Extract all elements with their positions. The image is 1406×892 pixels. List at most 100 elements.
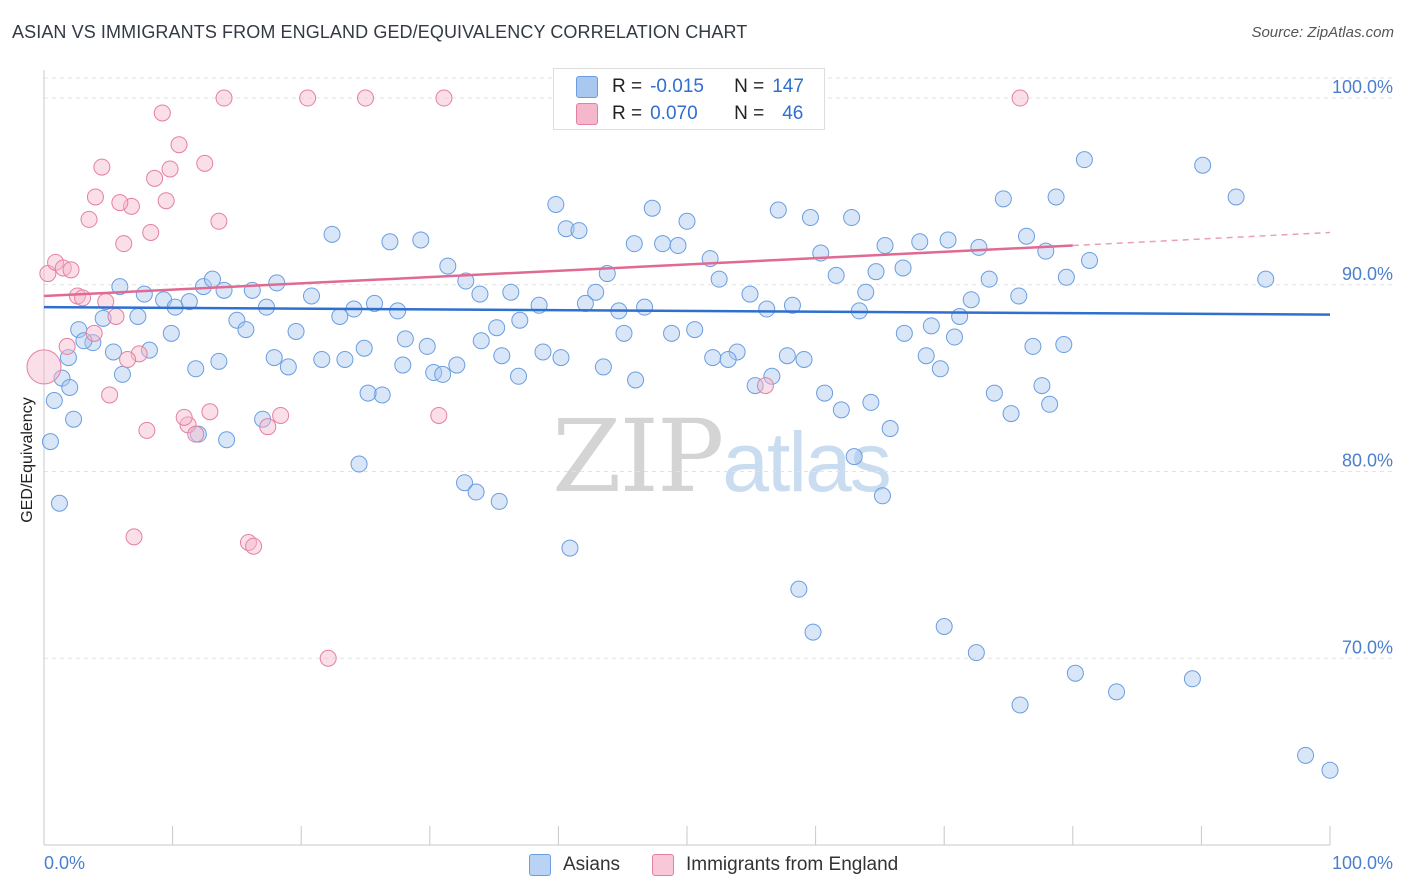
point-asians <box>434 365 452 383</box>
point-asians <box>389 302 407 320</box>
trendline-asians <box>43 305 1331 316</box>
point-asians <box>643 199 661 217</box>
point-england <box>62 261 80 279</box>
point-asians <box>1183 670 1201 688</box>
y-tick-label: 90.0% <box>1342 264 1393 284</box>
point-asians <box>881 420 899 438</box>
bottom-legend-label-england: Immigrants from England <box>686 854 899 875</box>
trendline-england <box>43 244 1073 298</box>
y-tick-label: 80.0% <box>1342 451 1393 471</box>
point-asians <box>832 401 850 419</box>
point-asians <box>510 367 528 385</box>
point-asians <box>561 539 579 557</box>
point-england <box>111 194 129 212</box>
point-asians <box>359 384 377 402</box>
legend-r-value-asians: -0.015 <box>650 76 704 97</box>
point-asians <box>471 285 489 303</box>
point-asians <box>279 358 297 376</box>
point-asians <box>790 580 808 598</box>
point-asians <box>894 259 912 277</box>
point-england <box>142 223 160 241</box>
bottom-legend-england[interactable]: Immigrants from England <box>652 853 898 877</box>
point-asians <box>187 360 205 378</box>
point-asians <box>801 209 819 227</box>
point-england <box>146 169 164 187</box>
point-asians <box>758 300 776 318</box>
point-asians <box>1075 151 1093 169</box>
point-asians <box>1227 188 1245 206</box>
point-asians <box>763 367 781 385</box>
point-asians <box>1055 336 1073 354</box>
point-asians <box>394 356 412 374</box>
point-asians <box>472 332 490 350</box>
point-asians <box>1041 395 1059 413</box>
point-asians <box>970 238 988 256</box>
point-asians <box>615 324 633 342</box>
point-asians <box>654 235 672 253</box>
point-asians <box>967 644 985 662</box>
point-asians <box>228 311 246 329</box>
point-asians <box>704 349 722 367</box>
point-asians <box>268 274 286 292</box>
point-england <box>74 289 92 307</box>
legend-r-value-england: 0.070 <box>650 103 698 124</box>
point-asians <box>511 311 529 329</box>
point-asians <box>719 350 737 368</box>
point-asians <box>396 330 414 348</box>
point-england <box>756 377 774 395</box>
point-asians <box>783 296 801 314</box>
point-asians <box>1066 664 1084 682</box>
point-asians <box>895 324 913 342</box>
point-asians <box>1002 405 1020 423</box>
point-asians <box>1194 156 1212 174</box>
point-england <box>187 425 205 443</box>
point-asians <box>636 298 654 316</box>
point-england <box>196 154 214 172</box>
point-asians <box>302 287 320 305</box>
source-label: Source: ZipAtlas.com <box>1251 24 1394 41</box>
point-asians <box>922 317 940 335</box>
point-asians <box>366 294 384 312</box>
point-england <box>119 350 137 368</box>
point-asians <box>1033 377 1051 395</box>
point-asians <box>746 377 764 395</box>
legend-row-asians: R = -0.015 N = 147 <box>576 75 804 99</box>
point-england <box>272 406 290 424</box>
point-asians <box>827 266 845 284</box>
point-asians <box>951 308 969 326</box>
point-asians <box>467 483 485 501</box>
point-asians <box>61 378 79 396</box>
bottom-legend-asians[interactable]: Asians <box>529 853 620 877</box>
point-asians <box>210 352 228 370</box>
point-england <box>1011 89 1029 107</box>
legend-swatch-england <box>576 103 598 125</box>
point-asians <box>873 487 891 505</box>
point-asians <box>862 393 880 411</box>
point-england <box>80 210 98 228</box>
point-asians <box>1297 746 1315 764</box>
point-asians <box>162 324 180 342</box>
point-england <box>435 89 453 107</box>
point-asians <box>448 356 466 374</box>
point-england <box>170 136 188 154</box>
point-england <box>215 89 233 107</box>
legend-r-key: R = <box>612 103 643 124</box>
point-asians <box>323 225 341 243</box>
point-asians <box>490 492 508 510</box>
point-asians <box>129 308 147 326</box>
point-england <box>26 349 62 385</box>
watermark-atlas: atlas <box>722 415 891 509</box>
y-axis-label: GED/Equivalency <box>19 397 36 523</box>
point-asians <box>412 231 430 249</box>
point-asians <box>594 358 612 376</box>
legend-r-key: R = <box>612 76 643 97</box>
point-asians <box>418 337 436 355</box>
point-asians <box>741 285 759 303</box>
point-asians <box>457 272 475 290</box>
point-asians <box>945 328 963 346</box>
point-asians <box>962 291 980 309</box>
point-asians <box>350 455 368 473</box>
point-asians <box>502 283 520 301</box>
legend-n-value-england: 46 <box>782 103 804 124</box>
point-england <box>157 192 175 210</box>
